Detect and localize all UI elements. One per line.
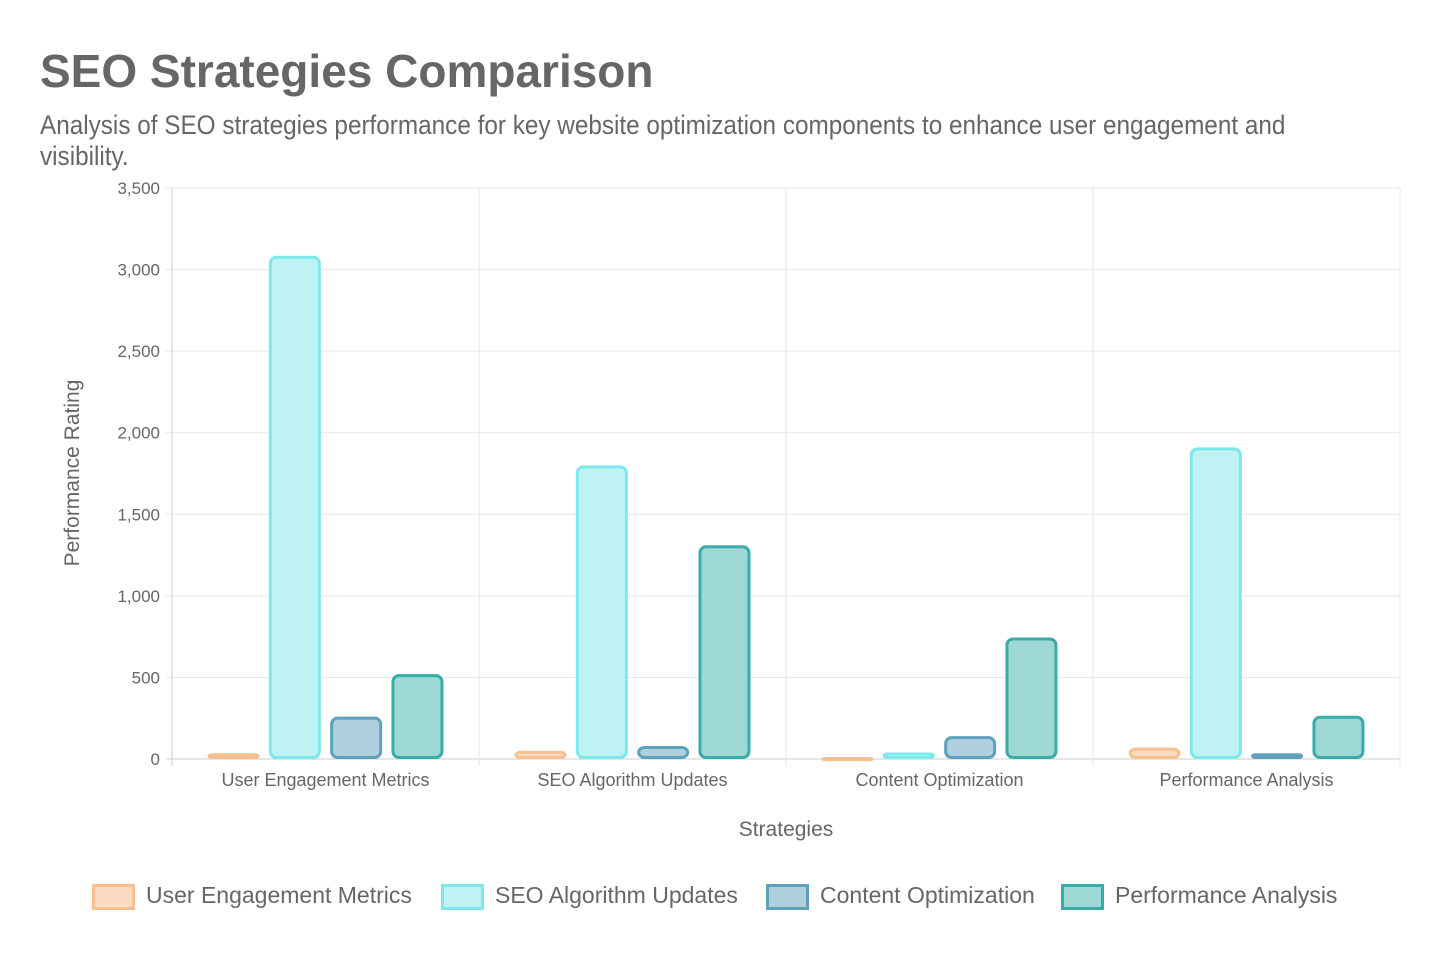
bar: [698, 545, 751, 759]
y-tick-label: 1,500: [117, 505, 160, 524]
bar: [1189, 447, 1242, 759]
bar: [882, 752, 935, 760]
legend-swatch: [766, 884, 809, 910]
y-axis-title: Performance Rating: [61, 380, 84, 567]
x-tick-label: User Engagement Metrics: [221, 770, 429, 790]
y-tick-label: 2,500: [117, 342, 160, 361]
bar: [944, 736, 997, 759]
chart-subtitle: Analysis of SEO strategies performance f…: [40, 110, 1286, 171]
legend-label: Content Optimization: [820, 882, 1035, 908]
bar: [330, 716, 383, 760]
chart-title: SEO Strategies Comparison: [40, 45, 654, 97]
bar: [1312, 715, 1365, 760]
legend-label: SEO Algorithm Updates: [495, 882, 738, 908]
y-tick-label: 2,000: [117, 424, 160, 443]
legend-label: User Engagement Metrics: [146, 882, 412, 908]
x-tick-label: Content Optimization: [855, 770, 1023, 790]
bar: [514, 750, 567, 759]
legend-swatch: [441, 884, 484, 910]
legend-swatch: [1061, 884, 1104, 910]
bar: [207, 753, 260, 759]
legend-label: Performance Analysis: [1115, 882, 1337, 908]
bar: [1005, 637, 1058, 759]
y-tick-label: 500: [132, 668, 160, 687]
bar: [391, 674, 444, 759]
bar: [637, 745, 690, 759]
bar: [575, 465, 628, 759]
x-axis-title: Strategies: [739, 818, 834, 841]
x-tick-label: SEO Algorithm Updates: [537, 770, 727, 790]
y-tick-label: 0: [151, 750, 160, 769]
y-tick-label: 1,000: [117, 587, 160, 606]
y-tick-label: 3,500: [117, 179, 160, 198]
bar: [821, 757, 874, 761]
bar: [1251, 753, 1304, 759]
bar: [268, 255, 321, 759]
legend-swatch: [92, 884, 135, 910]
bar: [1128, 747, 1181, 760]
y-tick-label: 3,000: [117, 261, 160, 280]
x-tick-label: Performance Analysis: [1159, 770, 1333, 790]
